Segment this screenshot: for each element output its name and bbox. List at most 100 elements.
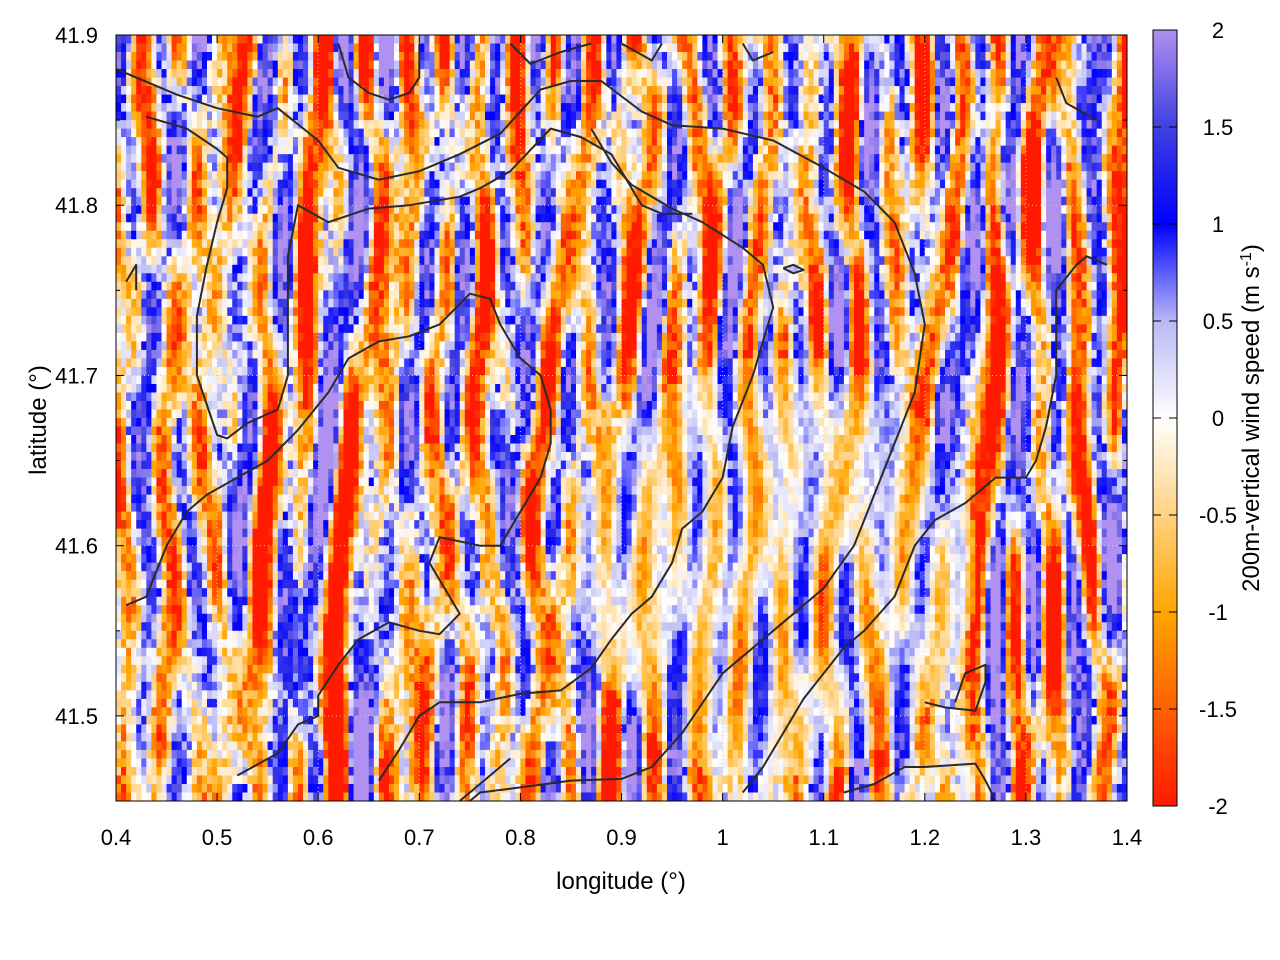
heat-cell <box>469 94 476 104</box>
heat-cell <box>1061 128 1067 138</box>
heat-cell <box>1101 162 1108 172</box>
heat-cell <box>449 120 456 130</box>
heat-cell <box>1076 162 1083 172</box>
heat-cell <box>520 69 527 79</box>
heat-cell <box>783 239 789 249</box>
heat-cell <box>555 196 562 206</box>
heat-cell <box>672 154 678 164</box>
heat-cell <box>894 103 901 113</box>
heat-cell <box>116 43 122 53</box>
heat-cell <box>636 94 643 104</box>
heat-cell <box>464 230 471 240</box>
heat-cell <box>1020 69 1027 79</box>
heat-cell <box>449 69 456 79</box>
heat-cell <box>904 77 911 87</box>
heat-cell <box>773 60 779 70</box>
heat-cell <box>909 188 916 198</box>
heat-cell <box>869 213 875 223</box>
heat-cell <box>242 94 249 104</box>
heat-cell <box>914 43 921 53</box>
heat-cell <box>884 239 891 249</box>
heat-cell <box>717 239 724 249</box>
heat-cell <box>823 94 830 104</box>
heat-cell <box>555 213 562 223</box>
heat-cell <box>848 154 855 164</box>
heat-cell <box>570 94 577 104</box>
heat-cell <box>672 179 678 189</box>
heat-cell <box>950 145 956 155</box>
heat-cell <box>201 43 208 53</box>
heat-cell <box>970 103 976 113</box>
heat-cell <box>1096 60 1103 70</box>
heat-cell <box>146 103 152 113</box>
heat-cell <box>1025 35 1032 45</box>
heat-cell <box>636 137 643 147</box>
heat-cell <box>651 154 658 164</box>
heat-cell <box>656 86 663 96</box>
heat-cell <box>409 137 415 147</box>
heat-cell <box>383 213 390 223</box>
heat-cell <box>697 43 703 53</box>
heat-cell <box>717 145 724 155</box>
heat-cell <box>661 239 668 249</box>
heat-cell <box>318 222 324 232</box>
heat-cell <box>631 171 638 181</box>
heat-cell <box>252 213 259 223</box>
heat-cell <box>439 205 446 215</box>
heat-cell <box>1101 188 1108 198</box>
heat-cell <box>277 196 284 206</box>
heat-cell <box>201 171 208 181</box>
heat-cell <box>444 60 451 70</box>
heat-cell <box>773 171 779 181</box>
heat-cell <box>859 145 865 155</box>
heat-cell <box>550 60 557 70</box>
heat-cell <box>196 103 203 113</box>
heat-cell <box>970 94 976 104</box>
heat-cell <box>576 103 582 113</box>
heat-cell <box>1041 35 1047 45</box>
heat-cell <box>191 60 198 70</box>
heat-cell <box>1025 43 1032 53</box>
heat-cell <box>919 77 926 87</box>
heat-cell <box>1010 94 1017 104</box>
heat-cell <box>950 111 956 121</box>
heat-cell <box>702 154 709 164</box>
heat-cell <box>717 128 724 138</box>
heat-cell <box>353 111 360 121</box>
heat-cell <box>530 120 537 130</box>
heat-cell <box>576 60 582 70</box>
heat-cell <box>414 171 420 181</box>
heat-cell <box>641 128 648 138</box>
heat-cell <box>823 154 830 164</box>
heat-cell <box>196 86 203 96</box>
heat-cell <box>1046 60 1052 70</box>
heat-cell <box>712 154 719 164</box>
heat-cell <box>803 230 810 240</box>
heat-cell <box>490 179 496 189</box>
heat-cell <box>459 213 466 223</box>
heat-cell <box>1041 52 1047 62</box>
heat-cell <box>626 137 633 147</box>
heat-cell <box>747 205 754 215</box>
heat-cell <box>181 154 188 164</box>
heat-cell <box>297 205 304 215</box>
heat-cell <box>1086 230 1093 240</box>
heat-cell <box>970 43 976 53</box>
heat-cell <box>859 137 865 147</box>
heat-cell <box>323 128 329 138</box>
heat-cell <box>495 60 501 70</box>
heat-cell <box>297 120 304 130</box>
heat-cell <box>474 35 481 45</box>
heat-cell <box>121 188 127 198</box>
heat-cell <box>292 196 299 206</box>
heat-cell <box>611 35 618 45</box>
heat-cell <box>151 120 158 130</box>
heat-cell <box>667 179 673 189</box>
heat-cell <box>894 213 901 223</box>
heat-cell <box>272 137 279 147</box>
heat-cell <box>879 69 885 79</box>
heat-cell <box>707 162 714 172</box>
heat-cell <box>576 145 582 155</box>
heat-cell <box>444 179 451 189</box>
heat-cell <box>960 230 966 240</box>
